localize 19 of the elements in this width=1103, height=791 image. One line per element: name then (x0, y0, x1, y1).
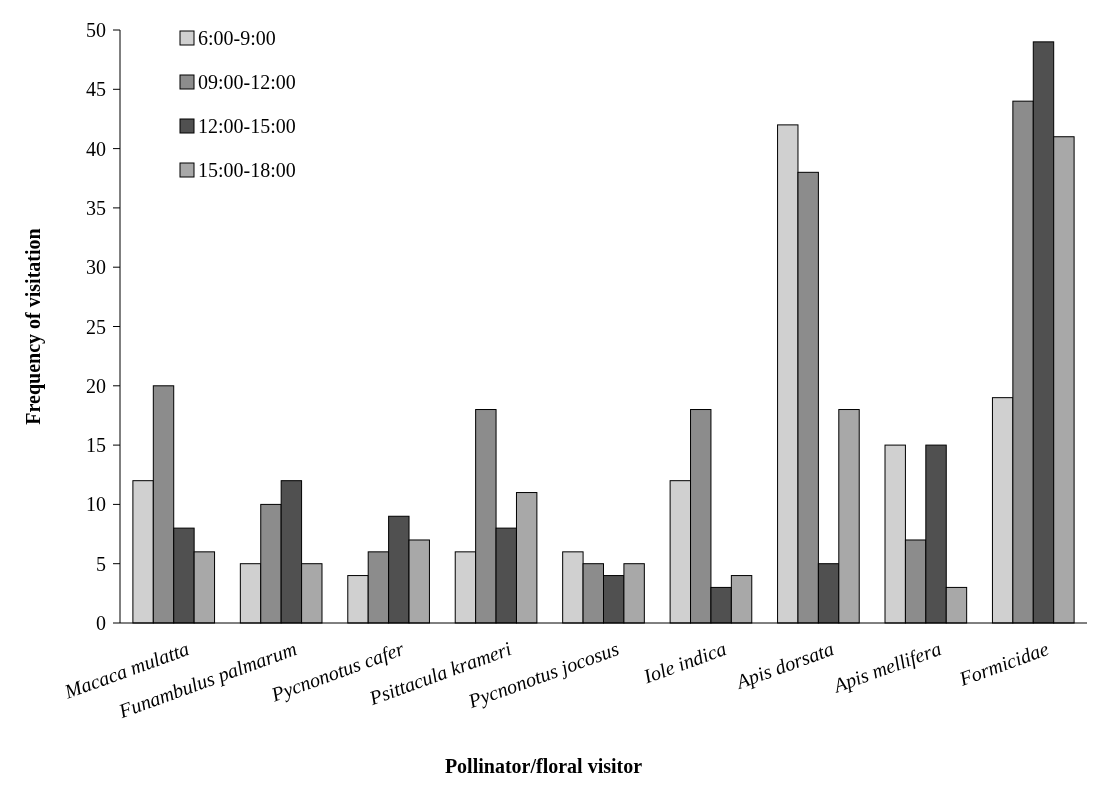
x-axis-title: Pollinator/floral visitor (444, 755, 643, 777)
y-tick-label: 15 (86, 434, 106, 457)
y-tick-label: 40 (86, 137, 106, 160)
x-tick-label: Apis dorsata (731, 637, 837, 695)
legend-label: 15:00-18:00 (198, 159, 296, 181)
y-tick-label: 30 (86, 256, 106, 279)
y-tick-label: 50 (86, 19, 106, 41)
y-tick-label: 20 (86, 374, 106, 397)
y-axis-title: Frequency of visitation (22, 228, 45, 425)
y-tick-label: 5 (96, 552, 106, 575)
y-tick-label: 0 (96, 612, 106, 634)
legend-label: 6:00-9:00 (198, 27, 276, 49)
y-tick-label: 25 (86, 315, 106, 338)
y-tick-label: 45 (86, 78, 106, 101)
y-tick-label: 35 (86, 196, 106, 219)
legend-label: 12:00-15:00 (198, 115, 296, 137)
x-tick-label: Iole indica (639, 637, 730, 688)
legend-label: 09:00-12:00 (198, 71, 296, 93)
y-tick-label: 10 (86, 493, 106, 516)
